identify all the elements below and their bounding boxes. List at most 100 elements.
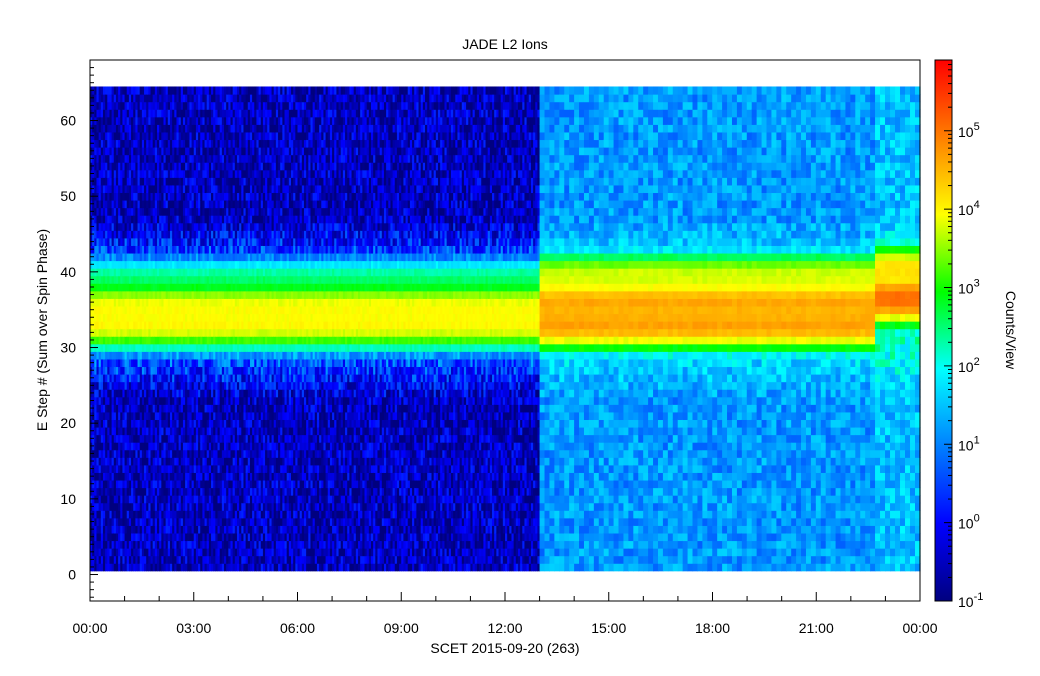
heatmap-cell [96,199,100,209]
heatmap-cell [141,313,145,322]
heatmap-cell [165,199,169,209]
heatmap-cell [96,336,100,345]
heatmap-cell [228,411,232,421]
heatmap-cell [146,525,149,534]
heatmap-cell [217,184,221,194]
heatmap-cell [159,116,162,125]
heatmap-cell [115,290,119,299]
heatmap-cell [232,207,236,216]
heatmap-cell [122,525,126,534]
heatmap-cell [217,404,221,413]
heatmap-cell [226,434,229,443]
heatmap-cell [256,116,260,125]
heatmap-cell [139,381,143,390]
heatmap-cell [208,192,212,201]
heatmap-cell [232,442,236,451]
heatmap-cell [165,336,169,345]
heatmap-cell [217,124,221,133]
heatmap-cell [254,517,258,526]
heatmap-cell [191,563,195,572]
heatmap-cell [150,563,154,572]
heatmap-cell [141,321,145,330]
heatmap-cell [120,374,124,383]
heatmap-cell [200,540,203,549]
heatmap-cell [148,510,152,519]
heatmap-cell [230,207,234,216]
heatmap-cell [252,464,255,473]
heatmap-cell [113,510,117,519]
heatmap-cell [224,162,227,171]
heatmap-cell [163,313,167,322]
heatmap-cell [195,517,199,526]
heatmap-cell [234,245,238,254]
heatmap-cell [198,351,201,360]
heatmap-cell [193,366,197,375]
heatmap-cell [102,464,106,473]
heatmap-cell [146,283,149,292]
heatmap-cell [193,162,197,171]
heatmap-cell [122,464,126,473]
heatmap-cell [200,464,203,473]
heatmap-cell [141,139,145,148]
heatmap-cell [176,548,180,557]
heatmap-cell [226,525,229,534]
heatmap-cell [94,396,98,405]
heatmap-cell [141,298,145,307]
heatmap-cell [241,283,245,292]
heatmap-cell [193,495,197,504]
heatmap-cell [109,162,113,171]
heatmap-cell [122,502,126,511]
heatmap-cell [185,389,188,398]
heatmap-cell [98,442,102,451]
heatmap-cell [193,426,197,436]
heatmap-cell [111,396,115,405]
heatmap-cell [245,313,249,322]
heatmap-cell [206,298,210,307]
heatmap-cell [157,502,160,511]
heatmap-cell [157,336,160,345]
heatmap-cell [208,472,212,481]
heatmap-cell [146,389,149,398]
heatmap-cell [128,94,132,103]
heatmap-cell [126,487,130,496]
heatmap-cell [122,237,126,246]
heatmap-cell [204,147,208,156]
heatmap-cell [167,116,171,125]
heatmap-cell [167,366,171,375]
heatmap-cell [234,472,238,481]
heatmap-cell [94,502,98,511]
heatmap-cell [249,222,253,231]
heatmap-cell [144,404,147,413]
heatmap-cell [219,245,223,254]
heatmap-cell [252,366,255,375]
heatmap-cell [105,275,108,284]
heatmap-cell [217,555,221,564]
heatmap-cell [148,351,152,360]
heatmap-cell [100,457,104,466]
heatmap-cell [193,199,197,209]
heatmap-cell [226,343,229,352]
heatmap-cell [189,487,193,496]
heatmap-cell [146,510,149,519]
heatmap-cell [236,510,240,519]
heatmap-cell [152,525,156,534]
heatmap-cell [187,374,191,383]
heatmap-cell [191,555,195,564]
heatmap-cell [221,230,225,239]
heatmap-cell [124,517,128,526]
heatmap-cell [157,177,160,186]
heatmap-cell [152,502,156,511]
heatmap-cell [128,396,132,405]
heatmap-cell [208,116,212,125]
heatmap-cell [198,147,201,156]
heatmap-cell [234,313,238,322]
heatmap-cell [139,343,143,352]
heatmap-cell [113,222,117,231]
heatmap-cell [118,207,121,216]
heatmap-cell [98,343,102,352]
heatmap-cell [124,131,128,141]
heatmap-cell [182,109,186,118]
heatmap-cell [206,411,210,421]
heatmap-cell [178,419,182,428]
heatmap-cell [191,199,195,209]
